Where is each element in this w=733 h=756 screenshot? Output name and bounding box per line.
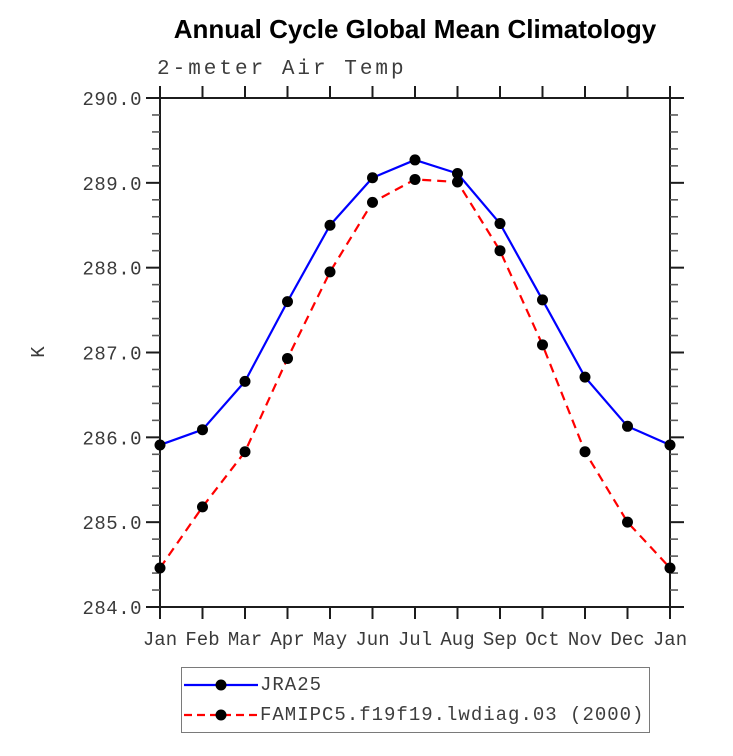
data-point-marker-0 — [367, 172, 378, 184]
data-point-marker-0 — [664, 439, 676, 451]
y-axis-tick-label: 290.0 — [82, 89, 142, 111]
data-point-marker-1 — [452, 176, 463, 188]
data-point-marker-0 — [282, 296, 293, 308]
x-axis-month-label: Jun — [355, 629, 389, 651]
data-point-marker-0 — [409, 154, 421, 166]
chart-title: Annual Cycle Global Mean Climatology — [173, 14, 657, 44]
x-axis-month-label: Nov — [568, 629, 602, 651]
legend-item: JRA25 — [182, 671, 649, 699]
series-line-1 — [159, 178, 671, 569]
legend-line-sample-solid-icon — [184, 679, 258, 691]
data-point-marker-1 — [579, 446, 591, 458]
chart-subtitle: 2-meter Air Temp — [157, 58, 407, 81]
legend-label: FAMIPC5.f19f19.lwdiag.03 (2000) — [260, 704, 645, 727]
data-point-marker-1 — [409, 173, 421, 185]
data-point-marker-0 — [154, 439, 166, 451]
y-axis-unit-label: K — [28, 346, 50, 358]
x-axis-month-label: Mar — [228, 629, 262, 651]
data-point-marker-1 — [664, 562, 676, 574]
data-point-marker-1 — [324, 266, 336, 278]
data-point-marker-0 — [494, 218, 506, 230]
data-point-marker-1 — [494, 245, 506, 257]
data-point-marker-0 — [452, 168, 463, 180]
series-line-0 — [159, 158, 671, 447]
y-axis-tick-label: 286.0 — [82, 428, 142, 450]
legend-marker — [215, 679, 227, 691]
legend-item: FAMIPC5.f19f19.lwdiag.03 (2000) — [182, 701, 649, 729]
legend-line-sample-dashed-icon — [184, 709, 258, 721]
legend-label: JRA25 — [260, 673, 323, 696]
y-axis-tick-label: 284.0 — [82, 598, 142, 620]
x-axis-month-label: May — [313, 629, 347, 651]
data-point-marker-0 — [239, 375, 251, 387]
y-axis-tick-label: 287.0 — [82, 344, 142, 366]
y-axis-tick-label: 288.0 — [82, 259, 142, 281]
x-axis-month-label: Jan — [653, 629, 687, 651]
x-axis-month-label: Jul — [398, 629, 432, 651]
x-axis-month-label: Sep — [483, 629, 517, 651]
x-axis-month-label: Dec — [610, 629, 644, 651]
data-point-marker-1 — [367, 196, 378, 208]
x-axis-month-label: Feb — [185, 629, 219, 651]
data-point-marker-0 — [197, 424, 208, 436]
y-axis-tick-label: 285.0 — [82, 513, 142, 535]
data-point-marker-1 — [197, 501, 208, 513]
data-point-marker-0 — [579, 371, 591, 383]
data-point-marker-0 — [622, 420, 633, 432]
data-point-marker-0 — [324, 219, 336, 231]
data-point-marker-1 — [622, 516, 633, 528]
x-axis-month-label: Jan — [143, 629, 177, 651]
data-point-marker-1 — [282, 352, 293, 364]
x-axis-month-label: Oct — [525, 629, 559, 651]
data-point-marker-1 — [154, 562, 166, 574]
data-point-marker-1 — [537, 339, 548, 351]
y-axis-tick-label: 289.0 — [82, 174, 142, 196]
legend: JRA25 FAMIPC5.f19f19.lwdiag.03 (2000) — [181, 667, 650, 733]
data-point-marker-0 — [537, 294, 548, 306]
x-axis-month-label: Apr — [270, 629, 304, 651]
x-axis-month-label: Aug — [440, 629, 474, 651]
data-point-marker-1 — [239, 446, 251, 458]
legend-marker — [215, 709, 227, 721]
